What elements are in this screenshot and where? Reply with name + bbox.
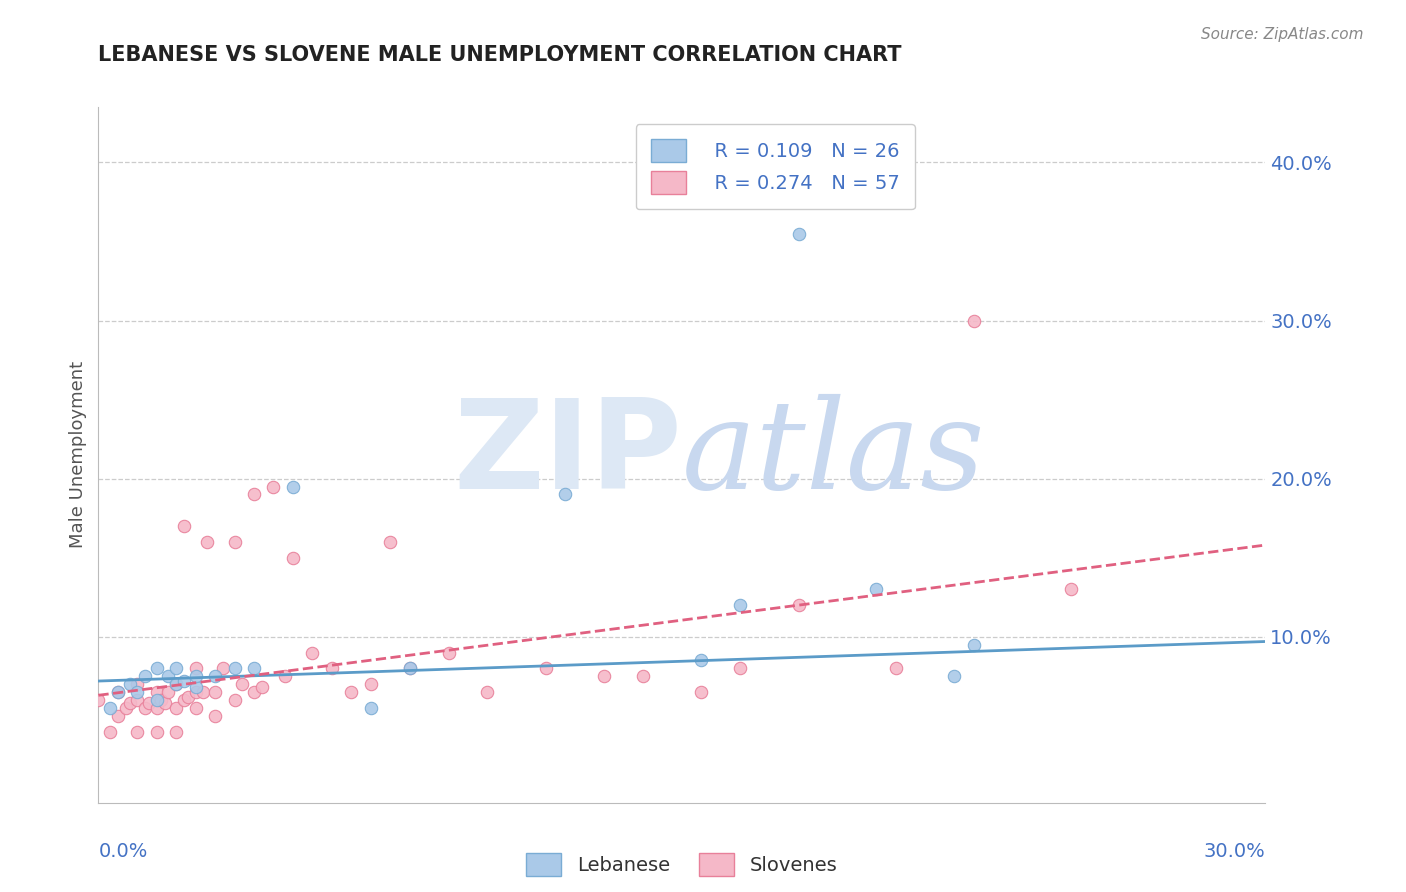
Point: [118, 696, 141, 710]
Point: [730, 598, 752, 612]
Point: [165, 701, 187, 715]
Point: [398, 661, 420, 675]
Point: [127, 677, 149, 691]
Point: [690, 685, 713, 699]
Point: [962, 638, 984, 652]
Text: ZIP: ZIP: [453, 394, 682, 516]
Point: [146, 693, 169, 707]
Text: 0.0%: 0.0%: [98, 842, 148, 862]
Point: [204, 708, 226, 723]
Point: [243, 661, 266, 675]
Point: [340, 685, 363, 699]
Point: [146, 701, 169, 715]
Point: [690, 653, 713, 667]
Point: [477, 685, 499, 699]
Point: [380, 534, 402, 549]
Point: [193, 685, 215, 699]
Point: [1060, 582, 1083, 597]
Text: LEBANESE VS SLOVENE MALE UNEMPLOYMENT CORRELATION CHART: LEBANESE VS SLOVENE MALE UNEMPLOYMENT CO…: [98, 45, 901, 64]
Point: [274, 669, 297, 683]
Point: [281, 479, 304, 493]
Point: [224, 661, 246, 675]
Point: [437, 646, 460, 660]
Point: [204, 685, 226, 699]
Point: [631, 669, 654, 683]
Point: [177, 690, 200, 704]
Point: [184, 701, 207, 715]
Point: [184, 669, 207, 683]
Point: [134, 669, 156, 683]
Point: [787, 598, 810, 612]
Point: [114, 701, 136, 715]
Point: [787, 227, 810, 241]
Point: [865, 582, 887, 597]
Point: [243, 685, 266, 699]
Point: [593, 669, 616, 683]
Point: [127, 685, 149, 699]
Point: [224, 534, 246, 549]
Point: [212, 661, 235, 675]
Legend: Lebanese, Slovenes: Lebanese, Slovenes: [519, 846, 845, 884]
Point: [157, 669, 180, 683]
Point: [118, 677, 141, 691]
Point: [173, 519, 195, 533]
Point: [204, 669, 226, 683]
Point: [157, 685, 180, 699]
Point: [87, 693, 110, 707]
Point: [360, 701, 382, 715]
Point: [165, 677, 187, 691]
Point: [224, 693, 246, 707]
Point: [173, 674, 195, 689]
Point: [165, 724, 187, 739]
Point: [107, 685, 129, 699]
Point: [98, 701, 121, 715]
Point: [149, 693, 172, 707]
Y-axis label: Male Unemployment: Male Unemployment: [69, 361, 87, 549]
Point: [127, 724, 149, 739]
Point: [730, 661, 752, 675]
Point: [127, 693, 149, 707]
Point: [107, 685, 129, 699]
Point: [962, 313, 984, 327]
Point: [262, 479, 284, 493]
Point: [943, 669, 966, 683]
Point: [184, 685, 207, 699]
Point: [98, 724, 121, 739]
Point: [153, 696, 176, 710]
Text: Source: ZipAtlas.com: Source: ZipAtlas.com: [1201, 27, 1364, 42]
Point: [165, 661, 187, 675]
Point: [146, 661, 169, 675]
Point: [173, 693, 195, 707]
Point: [146, 685, 169, 699]
Point: [554, 487, 576, 501]
Point: [398, 661, 420, 675]
Point: [534, 661, 557, 675]
Point: [231, 677, 253, 691]
Text: 30.0%: 30.0%: [1204, 842, 1265, 862]
Point: [134, 701, 156, 715]
Point: [281, 550, 304, 565]
Point: [184, 681, 207, 695]
Point: [243, 487, 266, 501]
Point: [138, 696, 160, 710]
Point: [107, 708, 129, 723]
Point: [184, 661, 207, 675]
Point: [321, 661, 343, 675]
Point: [146, 724, 169, 739]
Point: [195, 534, 218, 549]
Text: atlas: atlas: [682, 394, 986, 516]
Point: [250, 681, 273, 695]
Point: [165, 677, 187, 691]
Point: [301, 646, 323, 660]
Point: [360, 677, 382, 691]
Point: [884, 661, 907, 675]
